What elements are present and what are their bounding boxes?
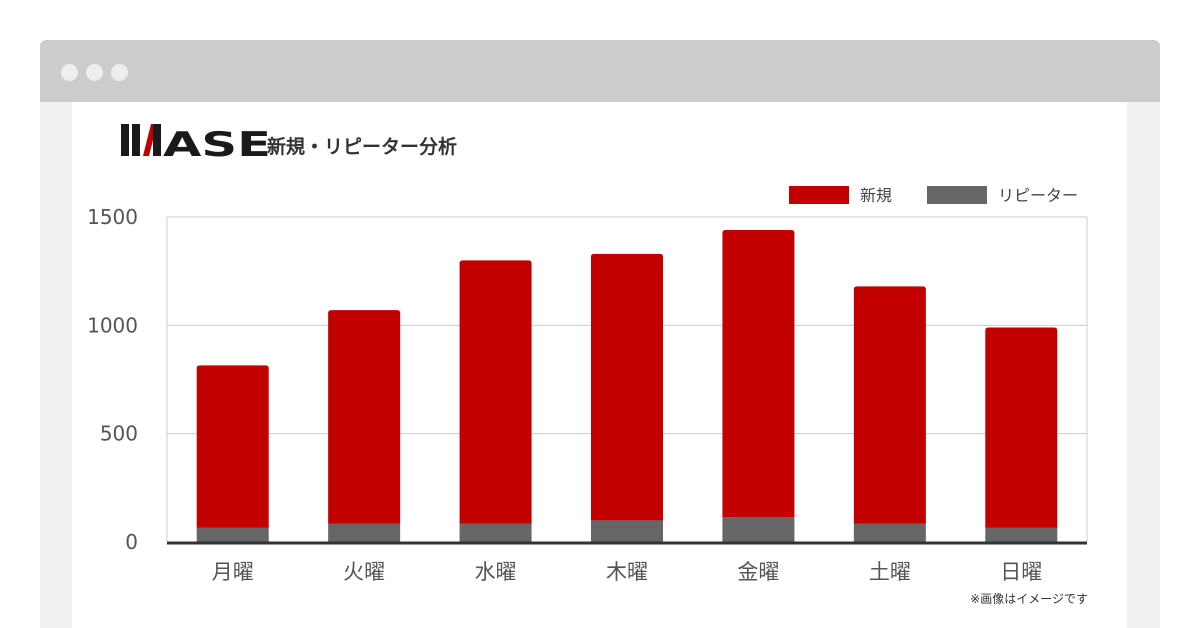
legend-label: リピーター <box>998 186 1078 205</box>
y-tick-label: 1500 <box>87 205 138 229</box>
bar-segment <box>853 523 926 542</box>
chart-title: 新規・リピーター分析 <box>267 136 458 158</box>
y-tick-label: 1000 <box>87 313 138 337</box>
brand-logo: ASE <box>121 120 273 165</box>
bar-segment <box>591 253 663 521</box>
bar-segment <box>591 520 663 542</box>
bar-segment <box>985 527 1058 542</box>
x-tick-label: 土曜 <box>869 560 911 584</box>
x-tick-label: 金曜 <box>737 560 779 584</box>
x-tick-label: 日曜 <box>1000 560 1042 584</box>
bar-segment <box>985 327 1058 528</box>
bar-segment <box>196 365 269 528</box>
y-tick-label: 500 <box>100 422 138 446</box>
window-dot-icon[interactable] <box>86 64 103 81</box>
legend-swatch <box>927 186 987 204</box>
x-axis-labels: 月曜 火曜 水曜 木曜 金曜 土曜 日曜 <box>212 560 1043 584</box>
bar-segment <box>722 230 795 518</box>
bar-segment <box>853 286 926 524</box>
bar-segment <box>196 527 269 542</box>
bars <box>196 230 1058 542</box>
legend-swatch <box>789 186 849 204</box>
bar-segment <box>459 260 532 524</box>
y-tick-label: 0 <box>125 530 138 554</box>
x-tick-label: 月曜 <box>212 560 254 584</box>
bar-segment <box>328 523 401 542</box>
bar-segment <box>328 310 401 524</box>
legend-label: 新規 <box>860 186 892 205</box>
x-tick-label: 水曜 <box>475 560 517 584</box>
window-titlebar <box>40 40 1160 102</box>
bar-segment <box>459 523 532 542</box>
window-dot-icon[interactable] <box>61 64 78 81</box>
bar-segment <box>722 517 795 542</box>
x-tick-label: 火曜 <box>343 560 385 584</box>
x-tick-label: 木曜 <box>606 560 648 584</box>
svg-text:ASE: ASE <box>163 125 271 160</box>
window-dot-icon[interactable] <box>111 64 128 81</box>
image-note: ※画像はイメージです <box>970 592 1088 606</box>
legend: 新規 リピーター <box>789 186 1078 205</box>
y-axis-ticks: 0 500 1000 1500 <box>87 205 138 554</box>
